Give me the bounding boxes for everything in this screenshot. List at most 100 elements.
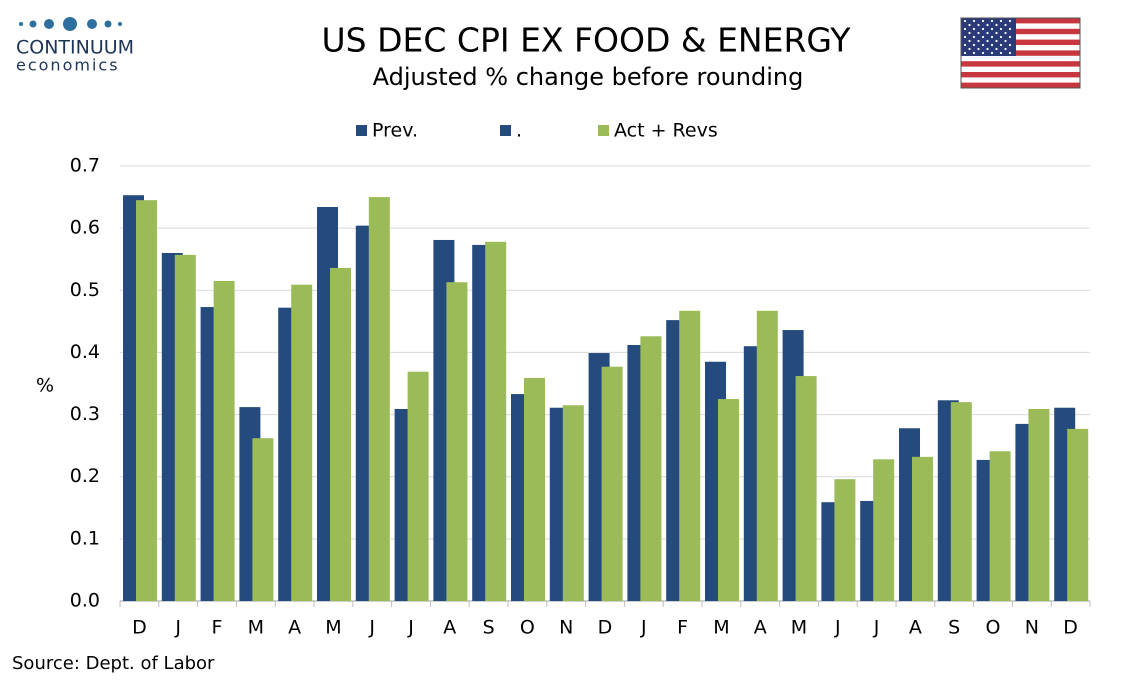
legend-label: Prev. <box>372 120 418 142</box>
bar <box>524 377 545 601</box>
bar <box>330 267 351 601</box>
flag-star <box>1008 19 1012 23</box>
flag-star <box>995 39 998 43</box>
x-tick-label: D <box>132 617 147 639</box>
flag-star <box>977 39 980 43</box>
y-tick-label: 0.3 <box>70 403 100 425</box>
flag-star <box>963 51 967 55</box>
legend-label: Act + Revs <box>614 120 718 142</box>
flag-star <box>981 51 985 55</box>
x-tick-label: A <box>288 617 301 639</box>
bar <box>485 241 507 602</box>
chart-title: US DEC CPI EX FOOD & ENERGY <box>322 21 852 60</box>
y-tick-label: 0.0 <box>70 590 100 612</box>
x-tick-label: J <box>834 617 841 639</box>
x-tick-label: S <box>483 617 495 639</box>
x-tick-label: A <box>754 617 767 639</box>
legend-label: . <box>516 120 522 142</box>
x-tick-label: A <box>443 617 456 639</box>
x-tick-label: M <box>325 617 341 639</box>
flag-star <box>972 43 976 47</box>
x-tick-label: J <box>407 617 414 639</box>
bar <box>1067 428 1089 601</box>
flag-star <box>995 31 998 35</box>
y-tick-label: 0.5 <box>70 279 100 301</box>
x-tick-label: M <box>791 617 807 639</box>
y-tick-label: 0.7 <box>70 155 100 177</box>
flag-star <box>968 39 971 43</box>
y-tick-label: 0.6 <box>70 217 100 239</box>
logo-name: CONTINUUM <box>16 37 134 59</box>
x-tick-label: J <box>174 617 181 639</box>
x-tick-label: J <box>640 617 647 639</box>
x-tick-label: O <box>520 617 535 639</box>
flag-star <box>990 35 994 39</box>
x-tick-label: A <box>909 617 922 639</box>
bar <box>640 336 662 601</box>
bar <box>562 405 584 601</box>
x-tick-label: F <box>212 617 223 639</box>
flag-star <box>990 51 994 55</box>
x-tick-label: D <box>1063 617 1078 639</box>
flag-star <box>999 19 1003 23</box>
flag-star <box>1004 31 1007 35</box>
flag-star <box>1004 39 1007 43</box>
x-tick-label: J <box>368 617 375 639</box>
flag-star <box>963 35 967 39</box>
bar <box>756 310 778 601</box>
bar <box>834 479 856 601</box>
flag-star <box>968 47 971 51</box>
flag-star <box>972 19 976 23</box>
bar <box>679 310 701 601</box>
logo-tagline: economics <box>16 56 120 75</box>
bar <box>174 254 196 601</box>
flag-star <box>1004 47 1007 51</box>
flag-star <box>999 35 1003 39</box>
bar <box>718 399 739 601</box>
flag-star <box>1008 51 1012 55</box>
y-tick-label: 0.2 <box>70 465 100 487</box>
flag-star <box>1004 23 1007 27</box>
x-tick-label: M <box>248 617 264 639</box>
flag-star <box>977 47 980 51</box>
bar <box>291 284 313 601</box>
flag-star <box>972 35 976 39</box>
bar <box>795 376 817 601</box>
y-tick-label: 0.1 <box>70 527 100 549</box>
x-tick-label: F <box>677 617 688 639</box>
flag-star <box>986 39 989 43</box>
bar <box>989 451 1011 601</box>
legend-swatch <box>500 125 511 136</box>
flag-star <box>995 23 998 27</box>
flag-star <box>1008 27 1012 31</box>
flag-star <box>999 43 1003 47</box>
bar <box>446 282 468 601</box>
flag-star <box>1008 43 1012 47</box>
x-tick-label: N <box>1025 617 1039 639</box>
flag-star <box>986 31 989 35</box>
flag-star <box>963 27 967 31</box>
flag-star <box>981 43 985 47</box>
x-tick-label: D <box>598 617 613 639</box>
flag-star <box>972 51 976 55</box>
flag-star <box>981 27 985 31</box>
flag-star <box>999 27 1003 31</box>
bar <box>213 280 235 601</box>
x-tick-label: J <box>873 617 880 639</box>
bar <box>252 438 274 601</box>
logo-dots <box>19 17 122 31</box>
flag-star <box>990 27 994 31</box>
bar <box>368 197 390 602</box>
y-tick-label: 0.4 <box>70 341 100 363</box>
bar <box>873 459 895 601</box>
source: Source: Dept. of Labor <box>12 653 215 674</box>
bar <box>1028 408 1050 601</box>
bar <box>950 402 972 601</box>
bar <box>407 371 429 601</box>
y-axis-label: % <box>36 375 54 397</box>
flag-star <box>981 35 985 39</box>
flag-star <box>990 19 994 23</box>
x-tick-label: M <box>713 617 729 639</box>
chart-subtitle: Adjusted % change before rounding <box>373 63 804 91</box>
